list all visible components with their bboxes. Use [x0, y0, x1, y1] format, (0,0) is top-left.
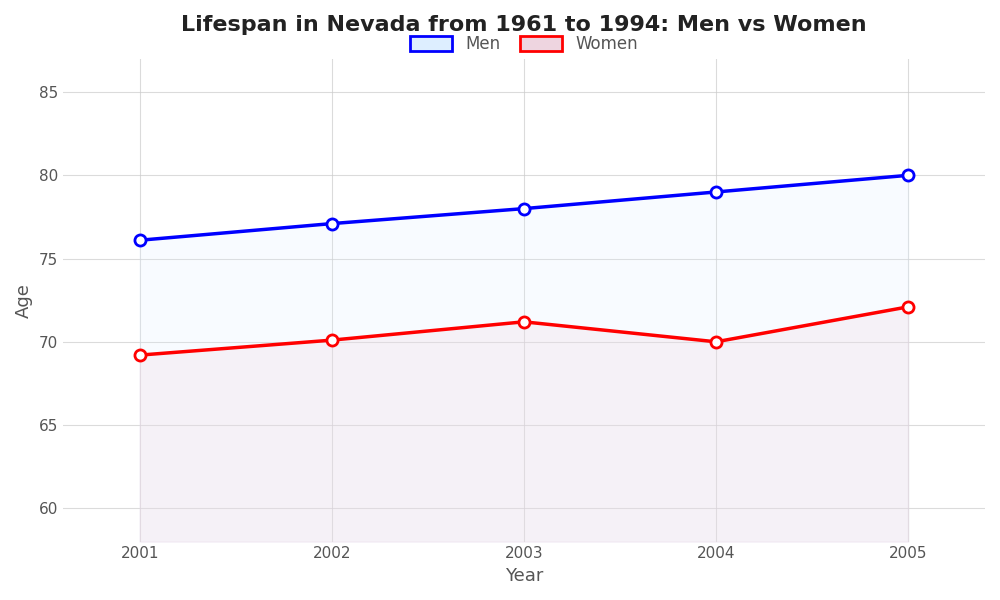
X-axis label: Year: Year	[505, 567, 543, 585]
Title: Lifespan in Nevada from 1961 to 1994: Men vs Women: Lifespan in Nevada from 1961 to 1994: Me…	[181, 15, 867, 35]
Y-axis label: Age: Age	[15, 283, 33, 317]
Legend: Men, Women: Men, Women	[403, 28, 644, 60]
